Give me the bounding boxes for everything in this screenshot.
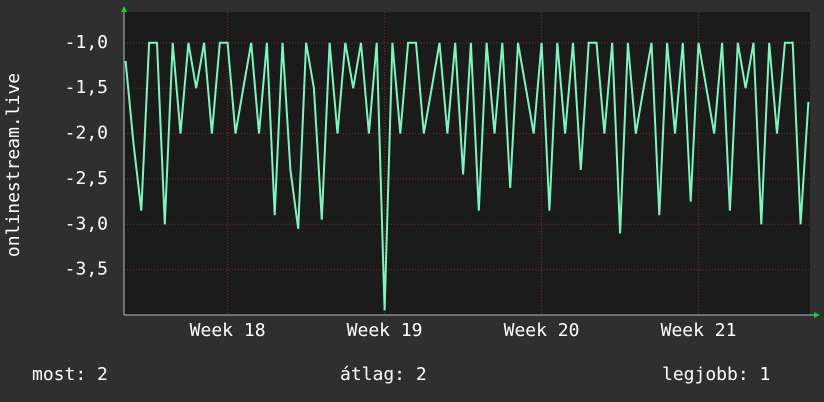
y-tick-label: -3,0 bbox=[65, 213, 108, 234]
x-tick-label: Week 18 bbox=[190, 320, 266, 341]
footer-best: legjobb: 1 bbox=[662, 364, 770, 385]
series-line bbox=[124, 41, 810, 311]
plot-area bbox=[124, 12, 810, 315]
y-axis-label: onlinestream.live bbox=[3, 73, 24, 257]
footer-current: most: 2 bbox=[32, 364, 108, 385]
marks bbox=[124, 41, 810, 311]
x-tick-label: Week 20 bbox=[504, 320, 580, 341]
y-tick-label: -1,0 bbox=[65, 32, 108, 53]
y-tick-label: -1,5 bbox=[65, 77, 108, 98]
x-tick-label: Week 21 bbox=[661, 320, 737, 341]
y-tick-label: -2,0 bbox=[65, 123, 108, 144]
y-arrow bbox=[121, 6, 127, 12]
x-tick-label: Week 19 bbox=[347, 320, 423, 341]
y-tick-label: -2,5 bbox=[65, 168, 108, 189]
footer-average: átlag: 2 bbox=[340, 364, 427, 385]
y-tick-label: -3,5 bbox=[65, 259, 108, 280]
x-arrow bbox=[814, 312, 820, 318]
grid bbox=[124, 12, 810, 315]
